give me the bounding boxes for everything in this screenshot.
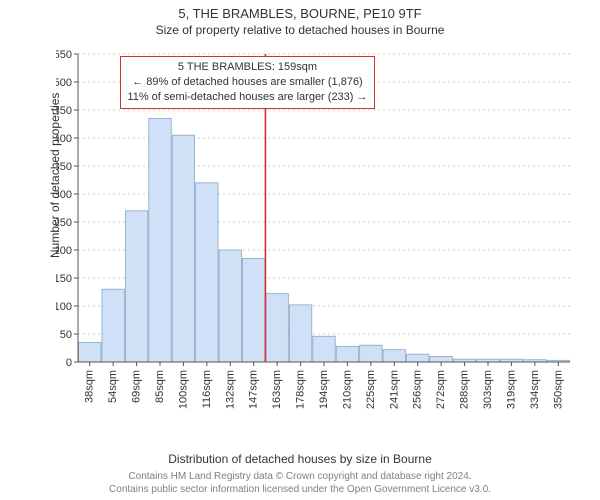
histogram-bar xyxy=(219,250,241,362)
x-tick-label: 85sqm xyxy=(154,370,166,403)
annotation-box: 5 THE BRAMBLES: 159sqm ← 89% of detached… xyxy=(120,56,374,109)
x-tick-label: 178sqm xyxy=(295,370,307,409)
svg-text:450: 450 xyxy=(56,105,72,117)
x-tick-label: 210sqm xyxy=(341,370,353,409)
histogram-bar xyxy=(336,346,358,362)
histogram-bar xyxy=(407,354,429,362)
svg-text:300: 300 xyxy=(56,189,72,201)
x-tick-label: 272sqm xyxy=(435,370,447,409)
annotation-line-2: ← 89% of detached houses are smaller (1,… xyxy=(127,75,367,90)
footer-line-1: Contains HM Land Registry data © Crown c… xyxy=(0,471,600,484)
x-tick-label: 132sqm xyxy=(224,370,236,409)
page-subtitle: Size of property relative to detached ho… xyxy=(0,21,600,37)
footer-attribution: Contains HM Land Registry data © Crown c… xyxy=(0,471,600,496)
x-axis-label: Distribution of detached houses by size … xyxy=(0,452,600,466)
x-tick-label: 194sqm xyxy=(318,370,330,409)
histogram-bar xyxy=(196,183,218,362)
x-tick-label: 241sqm xyxy=(388,370,400,409)
histogram-bar xyxy=(360,345,382,362)
histogram-bar xyxy=(430,356,452,362)
annotation-line-1: 5 THE BRAMBLES: 159sqm xyxy=(127,60,367,75)
x-tick-label: 69sqm xyxy=(131,370,143,403)
histogram-bar xyxy=(289,305,311,362)
x-tick-label: 350sqm xyxy=(552,370,564,409)
svg-text:50: 50 xyxy=(60,329,72,341)
svg-text:350: 350 xyxy=(56,161,72,173)
x-tick-label: 54sqm xyxy=(107,370,119,403)
svg-text:500: 500 xyxy=(56,77,72,89)
chart-container: Number of detached properties 0501001502… xyxy=(56,48,576,418)
svg-text:200: 200 xyxy=(56,245,72,257)
svg-text:100: 100 xyxy=(56,301,72,313)
svg-text:250: 250 xyxy=(56,217,72,229)
histogram-bar xyxy=(383,350,405,362)
svg-text:400: 400 xyxy=(56,133,72,145)
histogram-bar xyxy=(149,118,171,362)
x-tick-label: 319sqm xyxy=(505,370,517,409)
x-tick-label: 225sqm xyxy=(365,370,377,409)
histogram-bar xyxy=(125,211,147,362)
x-tick-label: 163sqm xyxy=(271,370,283,409)
svg-text:0: 0 xyxy=(66,357,72,369)
histogram-bar xyxy=(243,258,265,362)
svg-text:150: 150 xyxy=(56,273,72,285)
page-title: 5, THE BRAMBLES, BOURNE, PE10 9TF xyxy=(0,0,600,21)
histogram-bar xyxy=(79,342,101,362)
x-tick-label: 288sqm xyxy=(459,370,471,409)
x-tick-label: 147sqm xyxy=(248,370,260,409)
histogram-bar xyxy=(313,336,335,362)
footer-line-2: Contains public sector information licen… xyxy=(0,484,600,497)
svg-text:550: 550 xyxy=(56,49,72,61)
x-tick-label: 256sqm xyxy=(412,370,424,409)
x-tick-label: 100sqm xyxy=(177,370,189,409)
annotation-line-3: 11% of semi-detached houses are larger (… xyxy=(127,90,367,105)
x-tick-label: 334sqm xyxy=(529,370,541,409)
x-tick-label: 116sqm xyxy=(201,370,213,408)
histogram-bar xyxy=(102,289,124,362)
x-tick-label: 38sqm xyxy=(84,370,96,403)
x-tick-label: 303sqm xyxy=(482,370,494,409)
histogram-bar xyxy=(266,294,288,362)
histogram-bar xyxy=(172,135,194,362)
